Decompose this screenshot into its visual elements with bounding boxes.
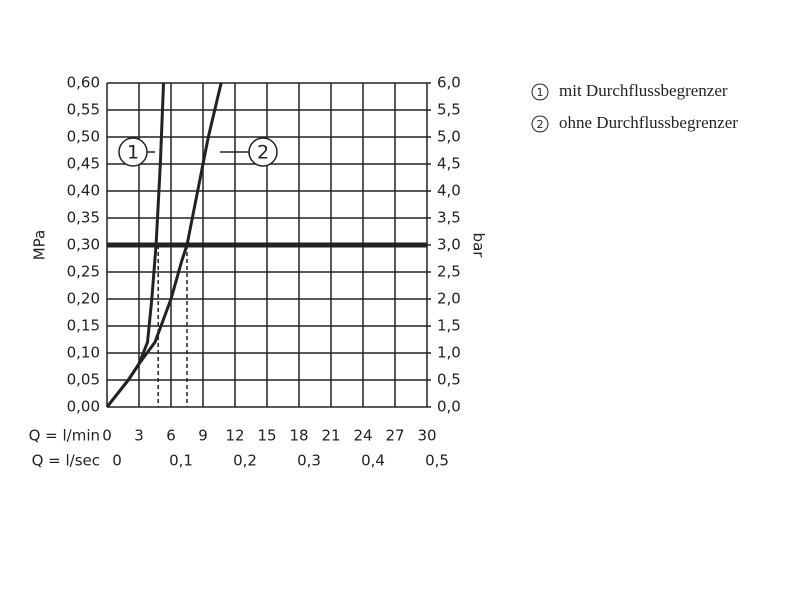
y-tick-label: 0,15 <box>67 317 100 335</box>
x-tick-label: 0 <box>102 427 112 445</box>
legend-number: 1 <box>537 86 544 99</box>
x2-row-label: Q = l/sec <box>32 452 100 470</box>
x-tick-label: 18 <box>289 427 308 445</box>
y2-axis-title: bar <box>470 233 488 259</box>
y-tick-label: 0,10 <box>67 344 100 362</box>
legend-number: 2 <box>537 118 544 131</box>
label-circle <box>118 137 148 167</box>
x2-tick-label: 0,4 <box>361 452 385 470</box>
y2-tick-label: 1,0 <box>437 344 461 362</box>
legend-label: mit Durchflussbegrenzer <box>559 81 728 100</box>
x-row-label: Q = l/min <box>29 427 100 445</box>
curve-label: 2 <box>257 142 269 164</box>
legend-label: ohne Durchflussbegrenzer <box>559 113 738 132</box>
x-tick-label: 30 <box>417 427 436 445</box>
y2-tick-label: 0,0 <box>437 398 461 416</box>
y-tick-label: 0,60 <box>67 74 100 92</box>
x-tick-label: 3 <box>134 427 144 445</box>
x2-tick-label: 0,2 <box>233 452 257 470</box>
y2-tick-label: 3,0 <box>437 236 461 254</box>
y2-tick-label: 5,5 <box>437 101 461 119</box>
y-tick-label: 0,30 <box>67 236 100 254</box>
x2-tick-label: 0,3 <box>297 452 321 470</box>
y-tick-label: 0,05 <box>67 371 100 389</box>
y2-tick-label: 0,5 <box>437 371 461 389</box>
y-tick-label: 0,50 <box>67 128 100 146</box>
x-tick-label: 15 <box>257 427 276 445</box>
x-tick-label: 9 <box>198 427 208 445</box>
legend-circle <box>531 115 549 133</box>
x-tick-label: 27 <box>385 427 404 445</box>
y-tick-label: 0,20 <box>67 290 100 308</box>
x2-tick-label: 0,5 <box>425 452 449 470</box>
y-tick-label: 0,25 <box>67 263 100 281</box>
y-tick-label: 0,45 <box>67 155 100 173</box>
x-tick-label: 24 <box>353 427 372 445</box>
y2-tick-label: 2,0 <box>437 290 461 308</box>
x-tick-label: 6 <box>166 427 176 445</box>
y-tick-label: 0,35 <box>67 209 100 227</box>
curve <box>105 82 223 408</box>
y2-tick-label: 1,5 <box>437 317 461 335</box>
x2-tick-label: 0,1 <box>169 452 193 470</box>
y-axis-title: MPa <box>31 230 49 261</box>
x-tick-label: 12 <box>225 427 244 445</box>
y2-tick-label: 6,0 <box>437 74 461 92</box>
y-tick-label: 0,40 <box>67 182 100 200</box>
x-tick-label: 21 <box>321 427 340 445</box>
y2-tick-label: 2,5 <box>437 263 461 281</box>
y2-tick-label: 3,5 <box>437 209 461 227</box>
curve-label: 1 <box>127 142 139 164</box>
y2-tick-label: 4,0 <box>437 182 461 200</box>
y-tick-label: 0,55 <box>67 101 100 119</box>
legend-circle <box>531 83 549 101</box>
y2-tick-label: 4,5 <box>437 155 461 173</box>
y-tick-label: 0,00 <box>67 398 100 416</box>
y2-tick-label: 5,0 <box>437 128 461 146</box>
x2-tick-label: 0 <box>112 452 122 470</box>
label-circle <box>248 137 278 167</box>
